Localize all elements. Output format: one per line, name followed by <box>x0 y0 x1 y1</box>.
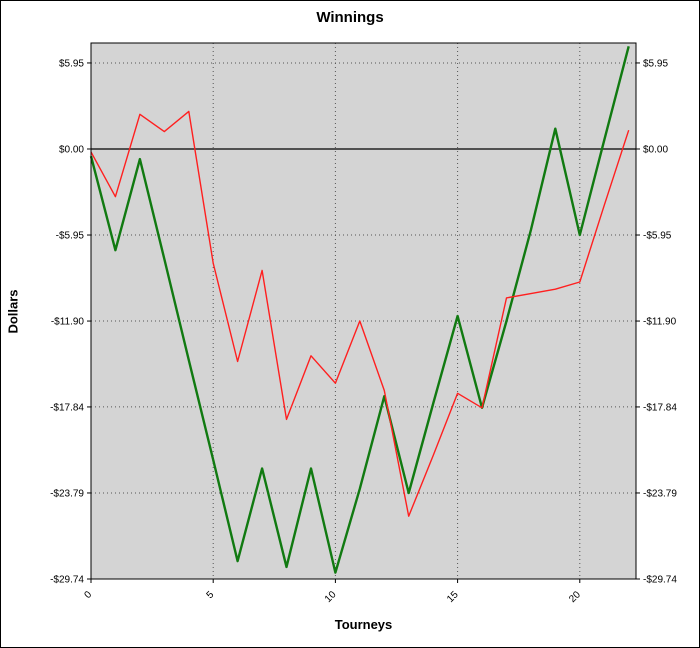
y-tick-label-left: $0.00 <box>59 144 84 155</box>
y-tick-label-right: -$17.84 <box>643 402 677 413</box>
chart-title: Winnings <box>316 9 384 26</box>
y-tick-label-left: -$11.90 <box>51 317 85 328</box>
y-axis-title: Dollars <box>5 289 21 334</box>
x-tick-label: 0 <box>82 589 94 601</box>
y-tick-label-left: -$23.79 <box>50 488 84 499</box>
series-winnings-red <box>90 110 630 517</box>
y-tick-label-right: -$23.79 <box>643 488 677 499</box>
y-tick-label-left: -$5.95 <box>56 231 85 242</box>
y-tick-label-right: -$5.95 <box>643 231 672 242</box>
y-tick-label-right: -$29.74 <box>643 575 677 586</box>
x-tick-label: 10 <box>323 589 339 605</box>
x-axis-title: Tourneys <box>334 617 393 632</box>
plot-background <box>91 43 636 579</box>
y-tick-label-right: $5.95 <box>643 58 668 69</box>
x-tick-label: 5 <box>205 589 217 601</box>
y-tick-label-right: $0.00 <box>643 144 668 155</box>
y-tick-label-right: -$11.90 <box>643 317 677 328</box>
y-tick-label-left: $5.95 <box>59 58 84 69</box>
series-winnings-green <box>89 45 630 574</box>
plot-frame <box>90 42 637 580</box>
y-tick-label-left: -$29.74 <box>50 575 84 586</box>
x-tick-label: 20 <box>567 589 583 605</box>
x-tick-label: 15 <box>445 589 461 605</box>
y-tick-label-left: -$17.84 <box>50 402 84 413</box>
